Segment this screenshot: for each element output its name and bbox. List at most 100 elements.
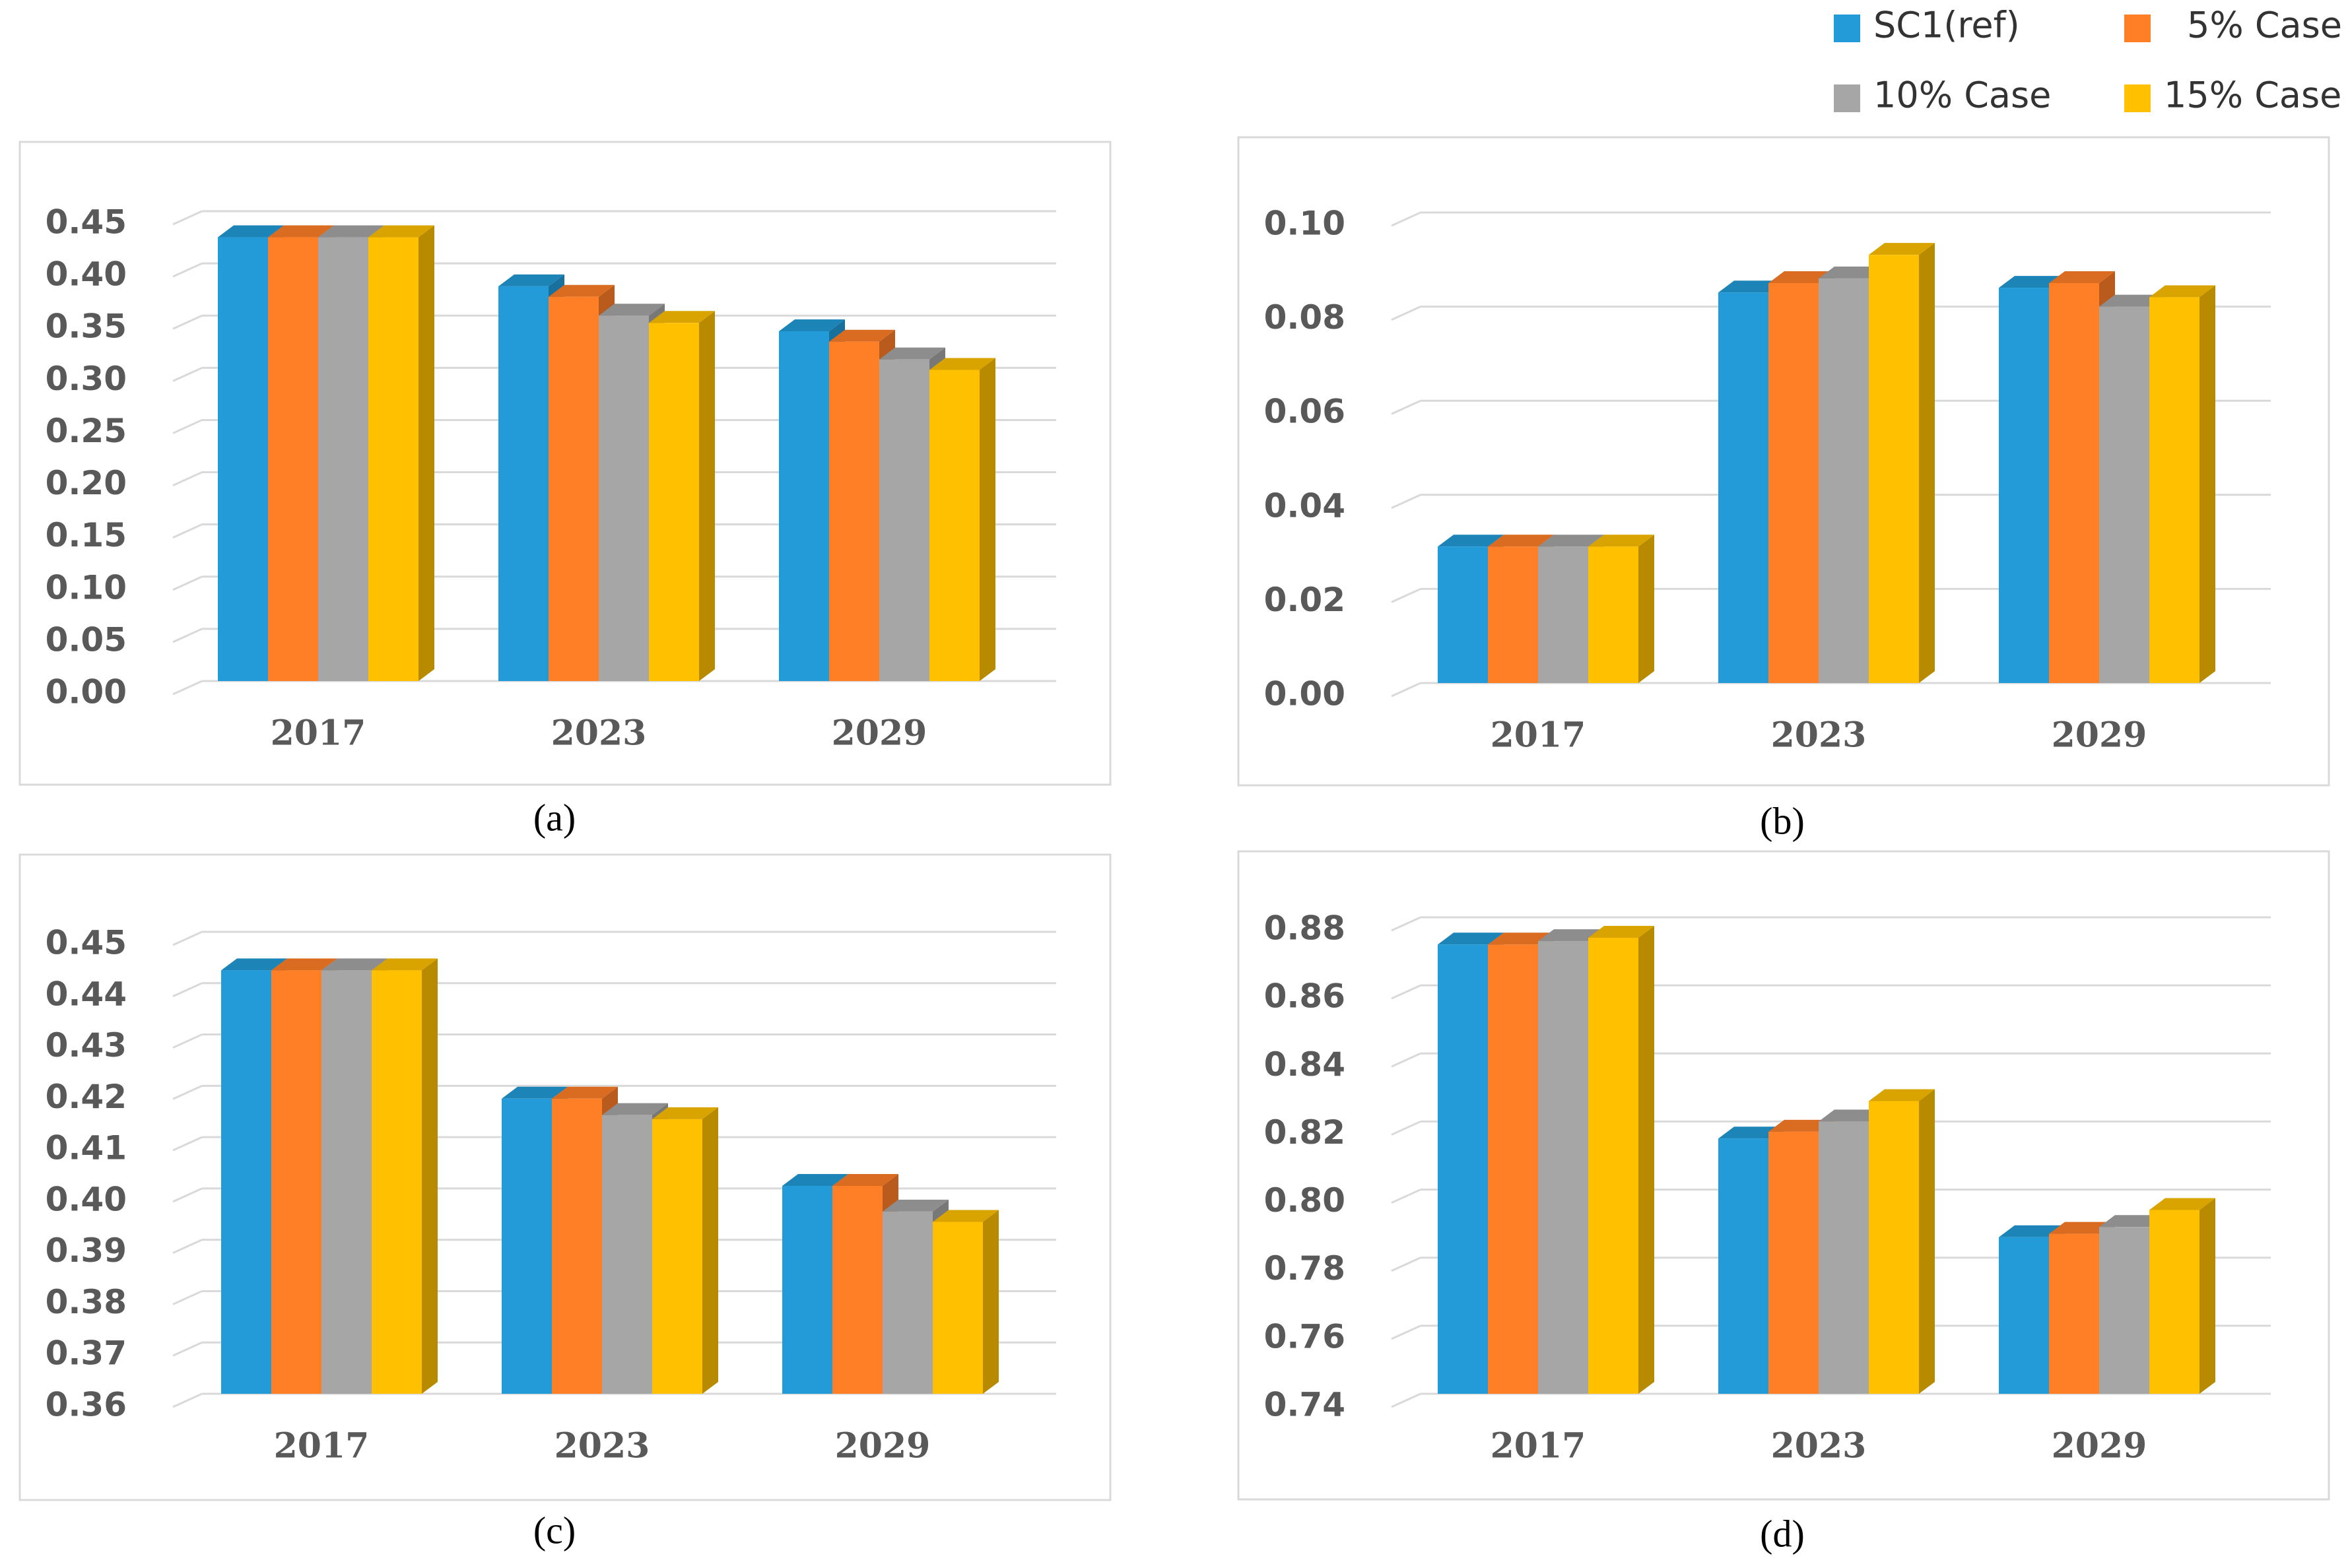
bar-top xyxy=(321,958,387,971)
bar-top xyxy=(2099,294,2165,307)
y-tick-label: 0.45 xyxy=(46,924,127,962)
bar-top xyxy=(883,1199,949,1212)
bar-top xyxy=(599,304,665,316)
bar-top xyxy=(218,225,284,238)
gridline-diagonal xyxy=(1391,399,1421,415)
bar-top xyxy=(2049,1222,2115,1234)
bar-top xyxy=(549,284,615,297)
bar-front xyxy=(318,237,368,681)
bar xyxy=(1869,243,1935,683)
gridline-diagonal xyxy=(172,1187,203,1203)
chart-panel: 0.00 0.02 0.04 0.06 0.08 0.10 2017 2023 2029 (b) xyxy=(1237,136,2330,842)
bar-top xyxy=(832,1174,898,1186)
bar xyxy=(2149,285,2215,684)
y-tick-label: 0.84 xyxy=(1264,1045,1345,1084)
bar-front xyxy=(832,1186,883,1394)
bar-top xyxy=(652,1107,718,1119)
bar-front xyxy=(1999,288,2049,684)
bar-top xyxy=(1588,925,1654,938)
legend-swatch xyxy=(2124,15,2151,42)
bar-top xyxy=(649,311,715,323)
bar xyxy=(1869,1089,1935,1394)
bar-side xyxy=(2199,285,2215,684)
bar-top xyxy=(1768,271,1834,283)
y-tick-label: 0.04 xyxy=(1264,486,1345,525)
bar-front xyxy=(321,970,372,1394)
x-tick-label: 2023 xyxy=(554,1426,650,1466)
panel-caption: (c) xyxy=(533,1509,576,1552)
legend-label: 15% Case xyxy=(2164,75,2341,116)
y-tick-label: 0.41 xyxy=(46,1129,127,1167)
bar-top xyxy=(502,1086,568,1099)
bar-top xyxy=(1718,280,1784,293)
bar-top xyxy=(221,958,287,971)
bar-top xyxy=(372,958,438,971)
y-tick-label: 0.45 xyxy=(46,203,127,242)
gridline-diagonal xyxy=(1391,916,1421,932)
bar-side xyxy=(980,358,995,681)
y-tick-label: 0.00 xyxy=(46,673,127,711)
bar-front xyxy=(1538,941,1588,1394)
x-tick-label: 2017 xyxy=(274,1426,370,1466)
bar xyxy=(929,358,995,681)
bar-top xyxy=(1488,932,1554,945)
gridline-diagonal xyxy=(1391,1189,1421,1204)
bar xyxy=(933,1210,999,1394)
bar-top xyxy=(1488,535,1554,547)
bar-top xyxy=(1538,535,1604,547)
bar xyxy=(1588,925,1654,1394)
panel-caption: (d) xyxy=(1760,1512,1805,1555)
gridline-diagonal xyxy=(172,1290,203,1305)
gridline-diagonal xyxy=(1391,1257,1421,1272)
bar xyxy=(649,311,715,681)
x-tick-label: 2023 xyxy=(1771,1426,1867,1466)
x-tick-label: 2017 xyxy=(1491,1426,1586,1466)
bar-front xyxy=(829,341,879,681)
bar-front xyxy=(1718,292,1768,684)
bar-front xyxy=(1768,282,1819,683)
bar-top xyxy=(879,347,945,360)
gridline-diagonal xyxy=(172,523,203,539)
gridline-diagonal xyxy=(172,1341,203,1357)
bar-front xyxy=(883,1211,933,1394)
bar-front xyxy=(1819,278,1869,683)
bar-front xyxy=(498,286,549,681)
x-tick-label: 2023 xyxy=(551,713,647,754)
bar-top xyxy=(498,274,564,286)
bar-side xyxy=(422,958,438,1394)
bar-top xyxy=(268,225,334,238)
y-tick-label: 0.40 xyxy=(46,255,127,294)
gridline-diagonal xyxy=(172,1392,203,1408)
bar-top xyxy=(1768,1119,1834,1132)
y-tick-label: 0.36 xyxy=(46,1386,127,1424)
bar-top xyxy=(1819,266,1885,278)
x-tick-label: 2023 xyxy=(1771,715,1867,756)
legend-label: 5% Case xyxy=(2187,5,2342,46)
bar xyxy=(1588,535,1654,683)
bar-front xyxy=(2099,1227,2149,1394)
bar-front xyxy=(218,237,268,681)
gridline-diagonal xyxy=(1391,984,1421,1000)
y-tick-label: 0.02 xyxy=(1264,581,1345,619)
gridline-diagonal xyxy=(172,575,203,591)
bar-top xyxy=(829,329,895,342)
bar-front xyxy=(779,331,829,681)
chart-panels: 0.00 0.05 0.10 0.15 0.20 0.25 0.30 0.35 0.40 0.45… xyxy=(18,136,2330,1555)
bar-top xyxy=(1438,535,1504,547)
bar-side xyxy=(983,1210,999,1394)
gridline-diagonal xyxy=(172,680,203,696)
gridline-diagonal xyxy=(1391,588,1421,603)
y-tick-label: 0.10 xyxy=(46,568,127,606)
bar-front xyxy=(1869,1101,1919,1394)
bar-front xyxy=(1488,546,1538,683)
bar-front xyxy=(2049,1233,2099,1394)
x-tick-label: 2017 xyxy=(1491,715,1586,756)
bar-front xyxy=(1438,944,1488,1394)
bar-front xyxy=(1819,1121,1869,1394)
bar-side xyxy=(1919,243,1935,683)
x-tick-label: 2029 xyxy=(832,713,927,754)
bar-top xyxy=(1869,243,1935,255)
bar-top xyxy=(552,1086,618,1099)
bar-side xyxy=(1638,925,1654,1394)
bar-front xyxy=(1538,546,1588,683)
